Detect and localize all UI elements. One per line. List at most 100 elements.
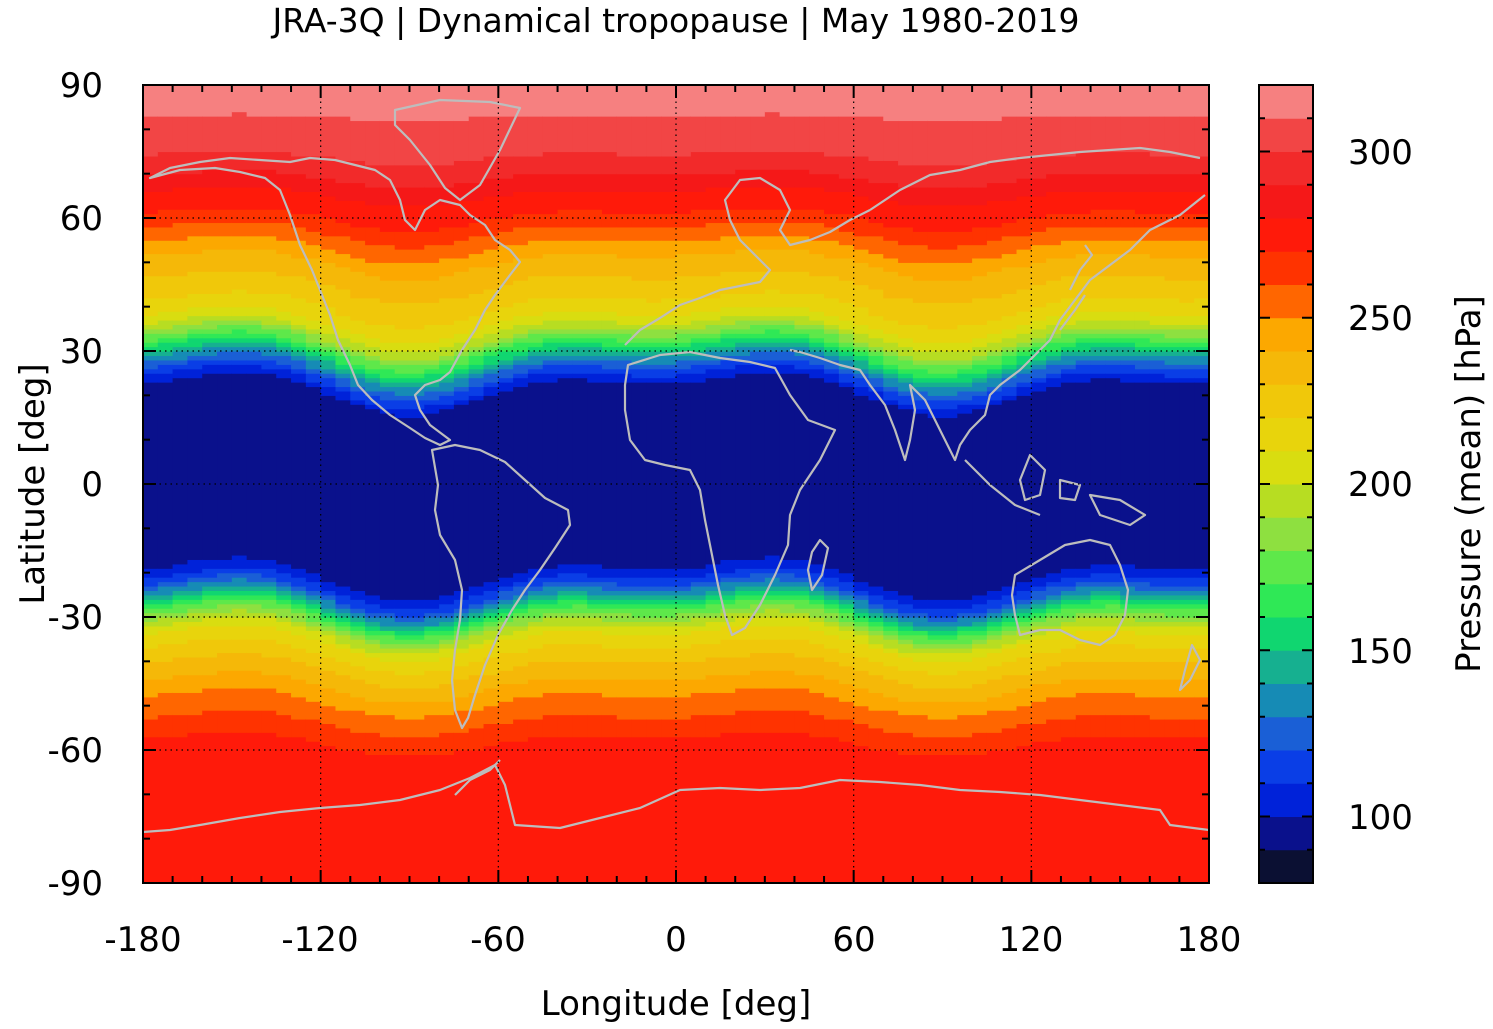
- pressure-cell: [646, 648, 662, 662]
- pressure-cell: [143, 568, 159, 578]
- pressure-cell: [972, 257, 988, 277]
- pressure-cell: [1194, 648, 1209, 662]
- pressure-cell: [720, 333, 736, 339]
- pressure-cell: [542, 661, 559, 680]
- pressure-cell: [217, 568, 233, 574]
- pressure-cell: [1016, 195, 1032, 219]
- pressure-cell: [779, 559, 796, 569]
- pressure-cell: [572, 643, 588, 662]
- pressure-cell: [394, 364, 411, 374]
- pressure-cell: [957, 204, 973, 232]
- pressure-cell: [646, 603, 662, 609]
- pressure-cell: [1120, 661, 1136, 680]
- pressure-cell: [1194, 315, 1209, 325]
- pressure-cell: [661, 568, 677, 578]
- pressure-cell: [986, 377, 1003, 388]
- pressure-cell: [986, 599, 1003, 609]
- pressure-cell: [986, 120, 1003, 161]
- pressure-cell: [1001, 617, 1018, 623]
- pressure-cell: [1075, 333, 1092, 339]
- pressure-cell: [291, 661, 307, 680]
- pressure-cell: [750, 625, 766, 640]
- pressure-cell: [631, 696, 647, 720]
- pressure-cell: [1179, 718, 1195, 738]
- pressure-cell: [468, 293, 485, 317]
- pressure-cell: [172, 297, 189, 312]
- pressure-cell: [246, 306, 263, 317]
- pressure-cell: [527, 736, 544, 883]
- pressure-cell: [231, 599, 248, 605]
- pressure-cell: [587, 85, 603, 117]
- pressure-cell: [735, 656, 751, 676]
- pressure-cell: [1120, 311, 1136, 321]
- pressure-cell: [172, 240, 189, 255]
- pressure-cell: [350, 617, 366, 623]
- pressure-cell: [557, 572, 573, 583]
- pressure-cell: [1031, 346, 1047, 352]
- pressure-cell: [601, 337, 618, 348]
- pressure-cell: [157, 661, 174, 680]
- pressure-cell: [838, 386, 855, 574]
- pressure-cell: [1149, 568, 1166, 578]
- pressure-cell: [824, 603, 840, 609]
- pressure-cell: [838, 741, 855, 883]
- pressure-cell: [439, 120, 455, 166]
- pressure-cell: [942, 280, 958, 303]
- pressure-cell: [468, 222, 485, 237]
- pressure-cell: [942, 718, 958, 738]
- pressure-cell: [1164, 736, 1180, 883]
- pressure-cell: [868, 288, 884, 317]
- pressure-cell: [1134, 696, 1151, 716]
- pressure-cell: [409, 608, 425, 618]
- grid-lines: [143, 85, 1209, 883]
- pressure-cell: [498, 639, 514, 654]
- pressure-cell: [646, 346, 662, 352]
- pressure-cell: [1090, 85, 1106, 117]
- pressure-cell: [527, 382, 544, 569]
- pressure-cell: [1120, 342, 1136, 348]
- pressure-cell: [157, 714, 174, 738]
- pressure-cell: [957, 661, 973, 671]
- pressure-cell: [202, 271, 218, 294]
- pressure-cell: [202, 577, 218, 583]
- pressure-cell: [187, 621, 203, 627]
- pressure-cell: [291, 333, 307, 343]
- pressure-cell: [527, 661, 544, 680]
- pressure-cell: [1090, 116, 1106, 153]
- pressure-cell: [705, 612, 722, 618]
- pressure-cell: [172, 151, 189, 175]
- pressure-cell: [291, 621, 307, 627]
- pressure-cell: [764, 590, 781, 596]
- pressure-cell: [557, 599, 573, 609]
- pressure-cell: [972, 617, 988, 623]
- pressure-cell: [483, 639, 499, 645]
- pressure-cell: [453, 240, 470, 259]
- pressure-cell: [261, 333, 277, 339]
- pressure-cell: [824, 351, 840, 357]
- pressure-cell: [409, 364, 425, 374]
- pressure-cell: [927, 359, 944, 365]
- pressure-cell: [853, 324, 870, 334]
- pressure-cell: [1164, 599, 1180, 605]
- pressure-cell: [276, 572, 292, 583]
- pressure-cell: [942, 630, 958, 636]
- pressure-cell: [1031, 351, 1047, 361]
- pressure-cell: [1060, 116, 1077, 157]
- pressure-cell: [898, 390, 914, 396]
- pressure-cell: [424, 413, 440, 600]
- pressure-cell: [853, 705, 870, 724]
- pressure-cell: [912, 280, 929, 303]
- pressure-cell: [276, 209, 292, 224]
- pressure-cell: [794, 333, 810, 339]
- pressure-cell: [1120, 608, 1136, 614]
- pressure-cell: [394, 639, 411, 645]
- pressure-cell: [350, 271, 366, 299]
- pressure-cell: [631, 85, 647, 117]
- pressure-cell: [335, 625, 351, 631]
- pressure-cell: [646, 302, 662, 317]
- pressure-cell: [838, 342, 855, 348]
- pressure-cell: [1046, 337, 1062, 343]
- pressure-cell: [320, 235, 337, 250]
- pressure-cell: [542, 692, 559, 716]
- pressure-cell: [957, 648, 973, 654]
